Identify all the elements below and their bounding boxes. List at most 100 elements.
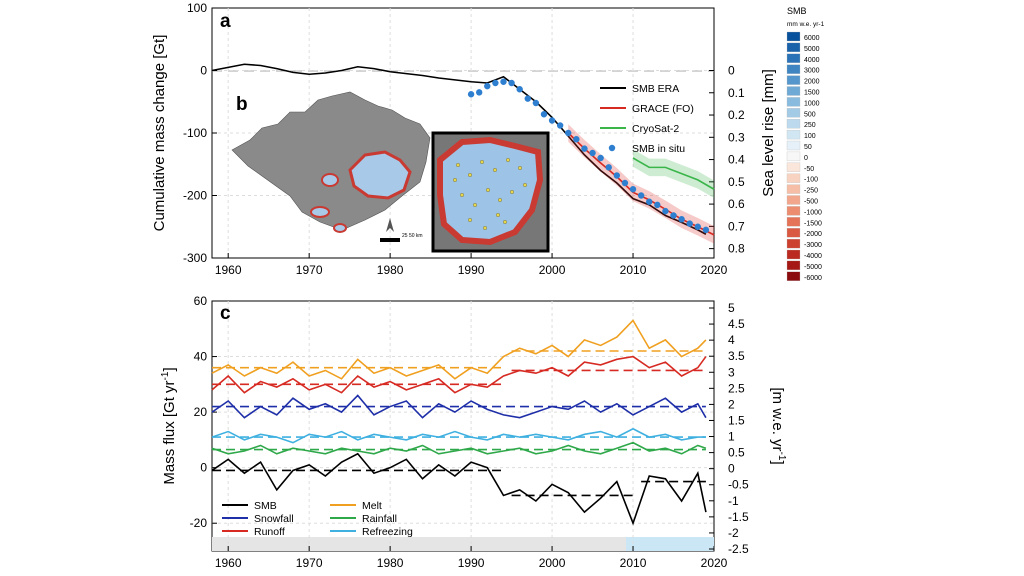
stake-point — [518, 165, 523, 170]
y2-tick-label: 0 — [728, 462, 735, 476]
y2-tick-label: 0.2 — [728, 108, 745, 122]
point-smb-in-situ — [605, 164, 612, 171]
colorbar-label: -250 — [804, 188, 818, 195]
x-tick-label: 2020 — [701, 263, 728, 277]
y2-tick-label: 0 — [728, 64, 735, 78]
colorbar-swatch — [786, 129, 801, 140]
uncertainty-band — [568, 124, 714, 244]
point-smb-in-situ — [524, 95, 531, 102]
panel-c-ylabel-main: Mass flux [Gt yr — [161, 380, 178, 484]
x-tick-label: 1970 — [296, 263, 323, 277]
colorbar-swatch — [786, 206, 801, 216]
y2-tick-label: 0.7 — [728, 219, 745, 233]
legend-label: SMB ERA — [632, 83, 679, 95]
stake-point — [493, 167, 498, 172]
colorbar-label: -2000 — [804, 231, 822, 238]
point-smb-in-situ — [702, 226, 710, 234]
colorbar-swatch — [786, 228, 801, 238]
uncertainty-band — [633, 149, 714, 198]
y2-tick-label: 5 — [728, 301, 735, 315]
colorbar-swatch — [786, 238, 801, 249]
colorbar-swatch — [786, 195, 801, 205]
point-smb-in-situ — [654, 201, 661, 209]
point-smb-in-situ — [678, 216, 685, 223]
panel-c-bottom-band-blue — [626, 537, 714, 551]
y2-tick-label: 0.1 — [728, 86, 745, 100]
panel-c-bottom-band-grey — [212, 537, 626, 551]
panel-c-axes: 1960 1970 1980 1990 2000 2010 20206040200-2054… — [190, 294, 749, 570]
panel-c-ylabel-sup: -1 — [160, 371, 171, 380]
colorbar-label: 250 — [804, 122, 816, 129]
colorbar-label: -3000 — [804, 242, 822, 249]
point-smb-in-situ — [662, 207, 669, 215]
y2-tick-label: 0.3 — [728, 130, 745, 144]
colorbar-swatch — [786, 173, 801, 183]
y2-tick-label: -1.5 — [728, 510, 749, 524]
colorbar-label: -100 — [804, 177, 818, 184]
legend-label: Runoff — [254, 526, 285, 538]
legend-label: CryoSat-2 — [632, 123, 679, 135]
colorbar-label: -4000 — [804, 253, 822, 260]
colorbar-label: -500 — [804, 199, 818, 206]
stake-point — [506, 157, 511, 162]
x-tick-label: 2000 — [539, 556, 566, 570]
y2-tick-label: 1.5 — [728, 413, 745, 427]
stake-point — [523, 182, 528, 187]
small-glacier-south — [310, 206, 330, 218]
small-glacier-center — [333, 223, 347, 233]
x-tick-label: 2000 — [539, 263, 566, 277]
stake-point — [510, 189, 515, 194]
x-tick-label: 2020 — [701, 556, 728, 570]
scale-bar-text: 25 50 km — [402, 233, 423, 239]
y2-tick-label: 2.5 — [728, 381, 745, 395]
panel-c-series — [211, 319, 707, 526]
panel-c-y2label: [m w.e. yr-1] — [769, 387, 787, 464]
point-smb-in-situ — [565, 129, 572, 137]
y-tick-label: 20 — [194, 405, 208, 419]
colorbar-swatch — [786, 271, 801, 281]
colorbar-swatch — [786, 86, 801, 96]
point-smb-in-situ — [467, 91, 475, 98]
scale-bar — [380, 238, 400, 242]
point-smb-in-situ — [670, 212, 677, 219]
stake-point — [468, 217, 473, 222]
vatnajokull-glacier — [348, 150, 412, 200]
colorbar-label: 0 — [804, 155, 808, 162]
legend-label: SMB — [254, 500, 277, 512]
point-smb-in-situ — [581, 145, 588, 152]
stake-point — [460, 192, 465, 197]
colorbar-swatch — [786, 97, 801, 107]
x-tick-label: 1980 — [377, 263, 404, 277]
stake-point — [468, 172, 473, 177]
colorbar-label: 1000 — [804, 100, 820, 107]
colorbar-title: SMB — [787, 6, 807, 16]
panel-c-y2label-sup: -1 — [776, 452, 787, 461]
colorbar-unit: mm w.e. yr-1 — [787, 21, 825, 28]
y-tick-label: 40 — [194, 350, 208, 364]
legend-label: Snowfall — [254, 513, 294, 525]
colorbar-swatch — [786, 42, 801, 53]
colorbar-label: 6000 — [804, 35, 820, 42]
y2-tick-label: 0.5 — [728, 446, 745, 460]
small-glacier-west — [321, 173, 339, 187]
colorbar-label: -50 — [804, 166, 814, 173]
stake-point — [486, 187, 491, 192]
point-smb-in-situ — [532, 99, 540, 107]
panel-c-frame — [211, 300, 715, 552]
y-tick-label: -20 — [190, 516, 208, 530]
line-smb — [211, 452, 707, 526]
point-smb-in-situ — [484, 82, 491, 90]
panel-b-map: b 25 50 km — [231, 91, 550, 253]
x-tick-label: 1990 — [458, 556, 485, 570]
y-tick-label: 0 — [200, 64, 207, 78]
north-arrow-icon — [386, 218, 394, 232]
x-tick-label: 1970 — [296, 556, 323, 570]
point-smb-in-situ — [573, 136, 580, 143]
colorbar-label: -1000 — [804, 209, 822, 216]
point-smb-in-situ — [629, 186, 637, 193]
colorbar-label: 3000 — [804, 68, 820, 75]
panel-a-axes: 1960 1970 1980 1990 2000 2010 2020 100 0 -100 -200… — [183, 1, 745, 277]
colorbar-swatch — [786, 75, 801, 85]
line-melt — [211, 319, 707, 380]
